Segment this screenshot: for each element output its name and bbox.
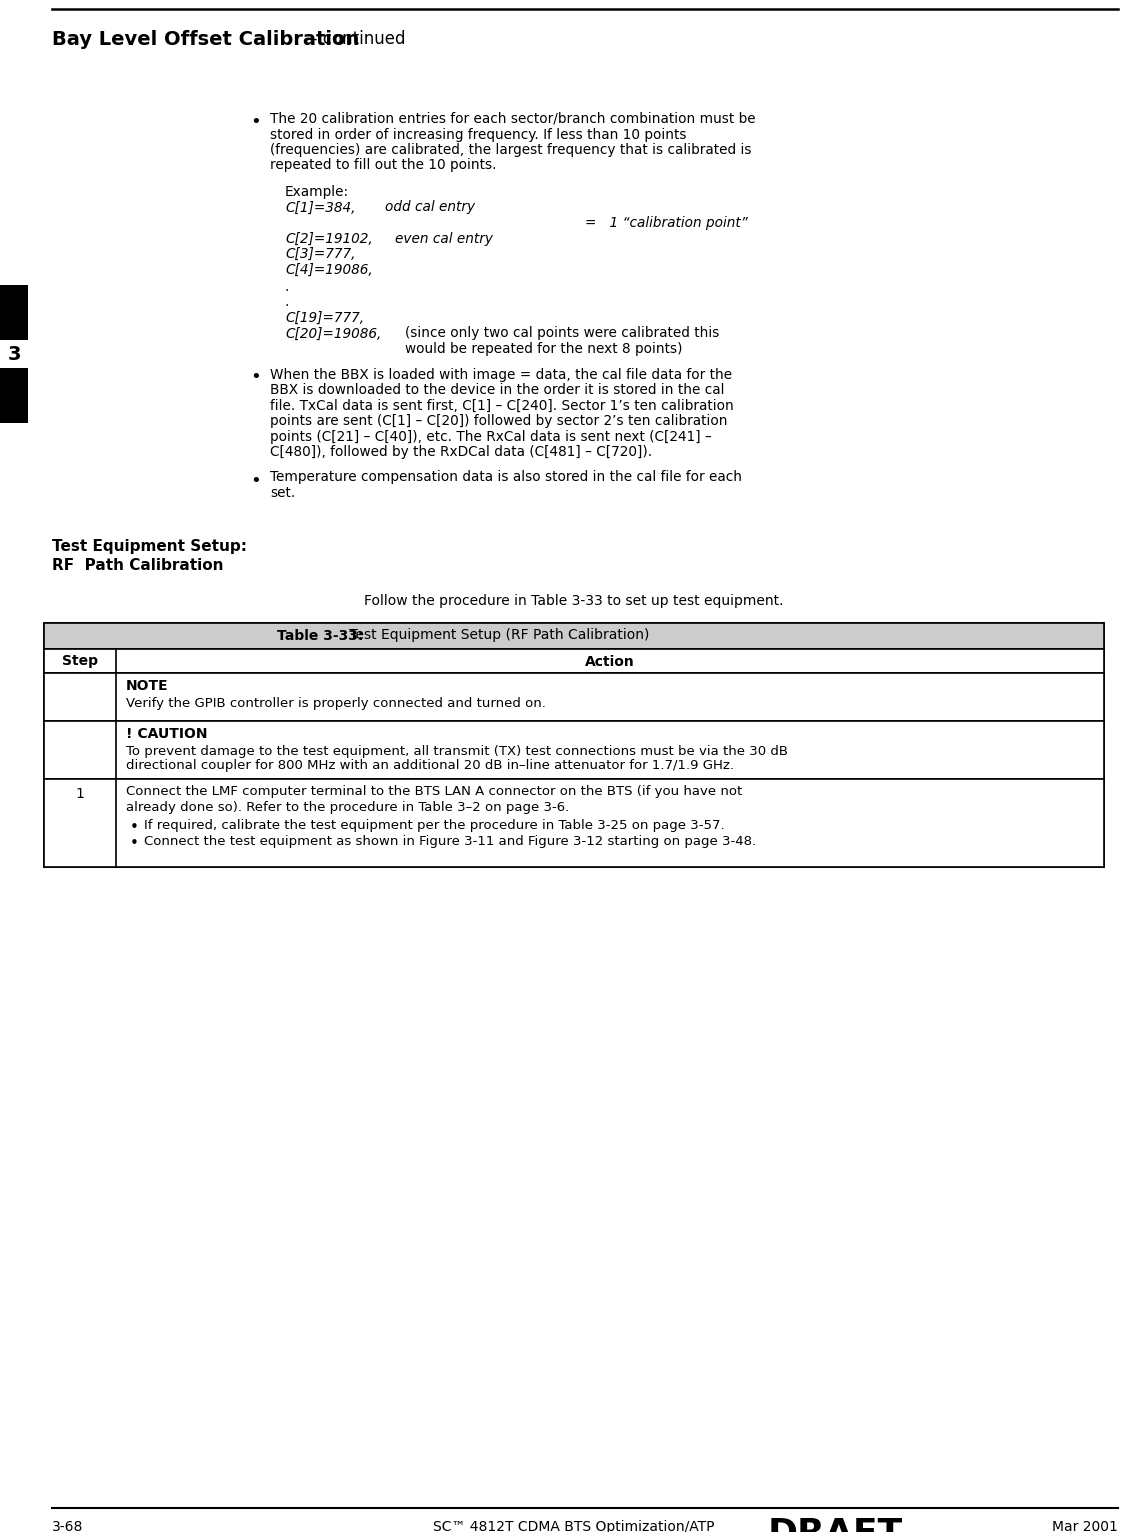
Bar [0,285,28,340]
Text: repeated to fill out the 10 points.: repeated to fill out the 10 points. [270,158,496,173]
Text: C[4]=19086,: C[4]=19086, [285,262,373,276]
Bar [44,622,1104,648]
Text: points (C[21] – C[40]), etc. The RxCal data is sent next (C[241] –: points (C[21] – C[40]), etc. The RxCal d… [270,429,712,443]
Bar [44,673,1104,720]
Bar [44,622,1104,867]
Text: •: • [250,369,261,386]
Text: Verify the GPIB controller is properly connected and turned on.: Verify the GPIB controller is properly c… [126,697,546,709]
Text: RF  Path Calibration: RF Path Calibration [52,558,224,573]
Text: SC™ 4812T CDMA BTS Optimization/ATP: SC™ 4812T CDMA BTS Optimization/ATP [433,1520,715,1532]
Text: •: • [130,835,139,850]
Text: •: • [130,820,139,835]
Text: Action: Action [585,654,635,668]
Text: The 20 calibration entries for each sector/branch combination must be: The 20 calibration entries for each sect… [270,112,755,126]
Text: C[20]=19086,: C[20]=19086, [285,326,381,340]
Text: DRAFT: DRAFT [767,1517,902,1532]
Text: even cal entry: even cal entry [395,231,492,245]
Text: 1: 1 [76,786,85,801]
Text: points are sent (C[1] – C[20]) followed by sector 2’s ten calibration: points are sent (C[1] – C[20]) followed … [270,414,728,427]
Text: NOTE: NOTE [126,680,169,694]
Text: C[3]=777,: C[3]=777, [285,247,356,260]
Text: Table 3-33:: Table 3-33: [277,628,364,642]
Bar [44,778,1104,867]
Text: .: . [285,280,289,294]
Bar [44,648,1104,673]
Text: 3: 3 [7,346,21,365]
Text: Bay Level Offset Calibration: Bay Level Offset Calibration [52,31,359,49]
Text: Temperature compensation data is also stored in the cal file for each: Temperature compensation data is also st… [270,470,742,484]
Text: =   1 “calibration point”: = 1 “calibration point” [585,216,747,230]
Text: Follow the procedure in Table 3-33 to set up test equipment.: Follow the procedure in Table 3-33 to se… [364,594,784,608]
Text: Connect the test equipment as shown in Figure 3-11 and Figure 3-12 starting on p: Connect the test equipment as shown in F… [144,835,757,849]
Text: When the BBX is loaded with image = data, the cal file data for the: When the BBX is loaded with image = data… [270,368,732,381]
Text: stored in order of increasing frequency. If less than 10 points: stored in order of increasing frequency.… [270,127,687,141]
Bar [0,368,28,423]
Text: Example:: Example: [285,185,349,199]
Text: already done so). Refer to the procedure in Table 3–2 on page 3-6.: already done so). Refer to the procedure… [126,801,569,813]
Text: .: . [285,296,289,309]
Text: (frequencies) are calibrated, the largest frequency that is calibrated is: (frequencies) are calibrated, the larges… [270,142,752,156]
Bar [44,720,1104,778]
Text: •: • [250,113,261,132]
Text: set.: set. [270,486,295,499]
Text: To prevent damage to the test equipment, all transmit (TX) test connections must: To prevent damage to the test equipment,… [126,745,788,757]
Text: Connect the LMF computer terminal to the BTS LAN A connector on the BTS (if you : Connect the LMF computer terminal to the… [126,786,743,798]
Text: C[1]=384,: C[1]=384, [285,201,356,214]
Text: BBX is downloaded to the device in the order it is stored in the cal: BBX is downloaded to the device in the o… [270,383,724,397]
Text: – continued: – continued [304,31,405,47]
Text: directional coupler for 800 MHz with an additional 20 dB in–line attenuator for : directional coupler for 800 MHz with an … [126,760,734,772]
Text: Test Equipment Setup (RF Path Calibration): Test Equipment Setup (RF Path Calibratio… [346,628,650,642]
Text: odd cal entry: odd cal entry [385,201,475,214]
Text: would be repeated for the next 8 points): would be repeated for the next 8 points) [405,342,683,355]
Text: file. TxCal data is sent first, C[1] – C[240]. Sector 1’s ten calibration: file. TxCal data is sent first, C[1] – C… [270,398,734,412]
Text: C[19]=777,: C[19]=777, [285,311,364,325]
Text: Step: Step [62,654,98,668]
Text: Test Equipment Setup:: Test Equipment Setup: [52,539,247,555]
Text: If required, calibrate the test equipment per the procedure in Table 3-25 on pag: If required, calibrate the test equipmen… [144,820,724,832]
Text: 3-68: 3-68 [52,1520,84,1532]
Text: Mar 2001: Mar 2001 [1052,1520,1118,1532]
Text: C[2]=19102,: C[2]=19102, [285,231,373,245]
Text: (since only two cal points were calibrated this: (since only two cal points were calibrat… [405,326,720,340]
Text: ! CAUTION: ! CAUTION [126,728,208,741]
Text: C[480]), followed by the RxDCal data (C[481] – C[720]).: C[480]), followed by the RxDCal data (C[… [270,444,652,460]
Text: •: • [250,472,261,490]
